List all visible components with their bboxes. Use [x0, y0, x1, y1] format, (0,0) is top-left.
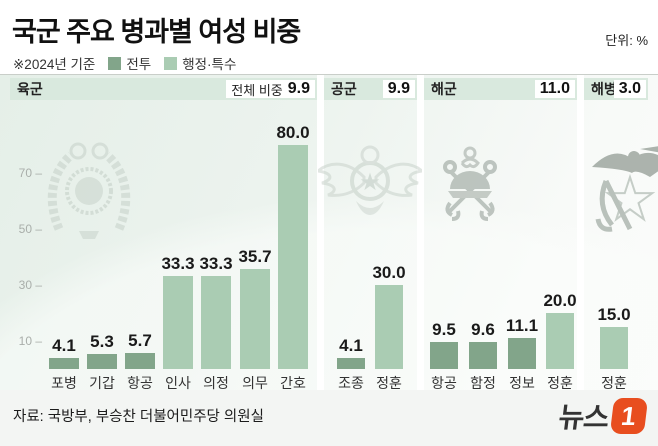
group-band-airforce: 공군 9.9	[324, 78, 417, 100]
bar-육군-인사	[163, 276, 193, 369]
bar-육군-기갑	[87, 354, 117, 369]
bar-category-label: 함정	[470, 375, 496, 391]
bar-value-label: 15.0	[597, 305, 631, 324]
group-total-value: 11.0	[539, 80, 570, 97]
group-total-box: 11.0	[534, 80, 575, 98]
bar-category-label: 항공	[127, 375, 153, 391]
group-band-navy: 해군 11.0	[424, 78, 577, 100]
y-axis-tick: 10 –	[18, 334, 42, 348]
unit-label: 단위: %	[605, 33, 648, 48]
navy-emblem-icon	[443, 146, 497, 221]
page-title: 국군 주요 병과별 여성 비중	[12, 17, 301, 47]
legend-swatch-admin-icon	[164, 56, 178, 70]
legend: ※2024년 기준 전투 행정·특수	[13, 53, 236, 73]
bar-category-label: 정보	[509, 375, 535, 391]
section-divider	[317, 75, 324, 391]
bar-value-label: 11.1	[505, 316, 539, 335]
svg-text:★: ★	[604, 167, 656, 232]
army-emblem-icon	[47, 142, 131, 239]
bar-category-label: 정훈	[376, 375, 402, 391]
bar-value-label: 4.1	[52, 336, 76, 355]
group-total-value: 3.0	[618, 80, 641, 97]
legend-note: ※2024년 기준	[13, 57, 96, 72]
bar-category-label: 정훈	[547, 375, 573, 391]
bar-value-label: 9.5	[432, 320, 456, 339]
bar-value-label: 35.7	[238, 247, 272, 266]
bar-value-label: 80.0	[276, 123, 310, 142]
bar-category-label: 포병	[51, 375, 77, 391]
legend-label-admin: 행정·특수	[182, 57, 237, 72]
news1-logo-text: 뉴스	[557, 402, 611, 433]
group-total-box: 9.9	[382, 80, 415, 98]
bar-value-label: 30.0	[372, 263, 406, 282]
group-name: 공군	[331, 81, 357, 97]
group-total-box: 전체 비중 9.9	[226, 80, 315, 98]
bar-category-label: 인사	[165, 375, 191, 391]
news1-logo: 뉴스 1	[557, 396, 649, 436]
bar-공군-조종	[337, 358, 365, 369]
section-divider	[417, 75, 424, 391]
group-total-box: 3.0	[613, 80, 646, 98]
bar-육군-의정	[201, 276, 231, 369]
bar-value-label: 4.1	[339, 336, 363, 355]
bar-value-label: 33.3	[199, 254, 233, 273]
y-axis-tick: 70 –	[18, 166, 42, 180]
section-divider	[577, 75, 584, 391]
footer: 자료: 국방부, 부승찬 더불어민주당 의원실 뉴스 1	[0, 390, 658, 446]
bar-value-label: 5.3	[90, 332, 114, 351]
y-axis-tick: 50 –	[18, 222, 42, 236]
bar-해군-항공	[430, 342, 458, 369]
bar-육군-항공	[125, 353, 155, 369]
bar-육군-포병	[49, 358, 79, 369]
group-band-marines: 해병대 3.0	[584, 78, 648, 100]
bar-category-label: 정훈	[601, 375, 627, 391]
bar-value-label: 9.6	[471, 320, 495, 339]
bar-value-label: 20.0	[543, 291, 577, 310]
bar-공군-정훈	[375, 285, 403, 369]
bar-category-label: 항공	[431, 375, 457, 391]
bar-육군-간호	[278, 145, 308, 369]
svg-text:★: ★	[359, 169, 381, 196]
group-total-label: 전체 비중	[231, 82, 283, 98]
legend-label-combat: 전투	[126, 57, 152, 72]
group-band-army: 육군 전체 비중 9.9	[10, 78, 317, 100]
group-name: 해군	[431, 81, 457, 97]
bar-value-label: 33.3	[161, 254, 195, 273]
airforce-emblem-icon: ★	[318, 145, 422, 215]
bar-category-label: 조종	[338, 375, 364, 391]
bar-value-label: 5.7	[128, 331, 152, 350]
bar-해군-정보	[508, 338, 536, 369]
y-axis-tick: 30 –	[18, 278, 42, 292]
bar-해병대-정훈	[600, 327, 628, 369]
bar-category-label: 간호	[280, 375, 306, 391]
bar-해군-정훈	[546, 313, 574, 369]
group-name: 육군	[17, 81, 43, 97]
chart-area: ★ ★ 육군 전체 비중 9.9	[0, 74, 658, 446]
bar-category-label: 의무	[242, 375, 268, 391]
legend-swatch-combat-icon	[108, 56, 122, 70]
marines-emblem-icon: ★	[592, 146, 658, 233]
news1-logo-badge: 1	[609, 398, 649, 434]
group-total-value: 9.9	[287, 80, 310, 97]
bar-육군-의무	[240, 269, 270, 369]
group-total-value: 9.9	[387, 80, 410, 97]
source-credit: 자료: 국방부, 부승찬 더불어민주당 의원실	[13, 409, 264, 425]
bar-category-label: 의정	[203, 375, 229, 391]
bar-category-label: 기갑	[89, 375, 115, 391]
bar-해군-함정	[469, 342, 497, 369]
